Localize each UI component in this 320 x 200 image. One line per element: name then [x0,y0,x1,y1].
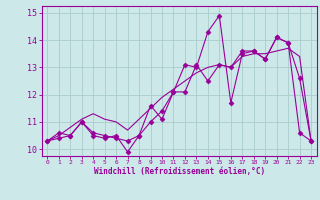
X-axis label: Windchill (Refroidissement éolien,°C): Windchill (Refroidissement éolien,°C) [94,167,265,176]
